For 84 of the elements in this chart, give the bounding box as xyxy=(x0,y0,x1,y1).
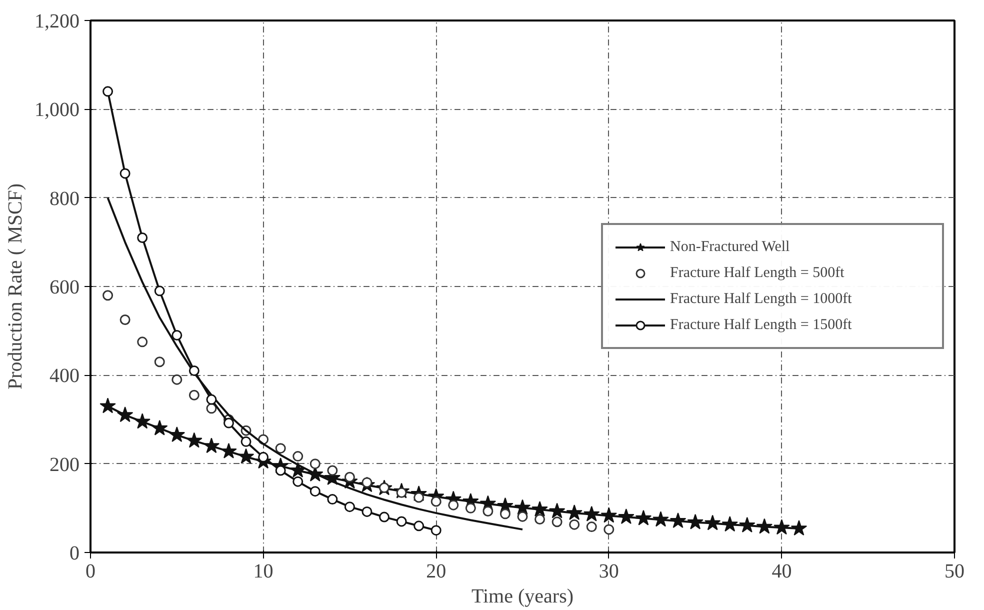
point xyxy=(790,520,808,536)
x-tick-label: 20 xyxy=(426,560,446,582)
point xyxy=(172,374,182,385)
point xyxy=(396,516,407,527)
point xyxy=(532,500,548,516)
point xyxy=(600,507,618,523)
y-tick-label: 0 xyxy=(70,542,80,564)
point xyxy=(206,394,217,405)
point xyxy=(604,524,614,535)
point xyxy=(292,476,304,487)
point xyxy=(137,336,148,348)
y-tick-label: 1,200 xyxy=(34,10,80,32)
legend-label: Non-Fractured Well xyxy=(670,238,791,256)
point xyxy=(186,432,202,448)
point xyxy=(756,518,773,534)
point xyxy=(687,514,704,530)
point xyxy=(275,443,286,454)
point xyxy=(774,519,790,535)
point xyxy=(414,520,424,532)
point xyxy=(566,504,582,520)
point xyxy=(618,508,634,524)
x-tick-label: 0 xyxy=(86,560,96,582)
point xyxy=(344,472,355,482)
x-tick-label: 50 xyxy=(944,560,964,582)
point xyxy=(584,506,600,522)
point xyxy=(448,500,459,510)
point xyxy=(120,314,130,325)
point xyxy=(188,365,200,376)
point xyxy=(652,511,669,527)
point xyxy=(203,438,220,454)
x-tick-label: 30 xyxy=(598,560,619,582)
point xyxy=(223,418,234,428)
point xyxy=(168,426,186,442)
point xyxy=(635,510,652,526)
point xyxy=(534,514,546,524)
point xyxy=(102,290,114,301)
point xyxy=(116,406,134,422)
point xyxy=(465,502,476,514)
point xyxy=(327,494,338,505)
point xyxy=(152,420,168,436)
point xyxy=(586,522,597,532)
point xyxy=(552,516,562,528)
point xyxy=(327,465,338,476)
point xyxy=(344,502,355,512)
point xyxy=(154,356,165,368)
point xyxy=(569,519,580,530)
point xyxy=(134,413,150,429)
point xyxy=(704,514,721,530)
point xyxy=(240,436,252,447)
point xyxy=(292,451,304,462)
point xyxy=(172,330,182,341)
point xyxy=(238,448,254,464)
point xyxy=(310,458,320,470)
point xyxy=(482,506,494,517)
point xyxy=(362,506,372,517)
y-tick-label: 600 xyxy=(50,276,80,298)
point xyxy=(739,516,756,532)
y-tick-label: 400 xyxy=(50,365,80,388)
y-tick-label: 800 xyxy=(50,188,80,210)
y-tick-label: 200 xyxy=(50,454,80,476)
point xyxy=(154,286,165,296)
point xyxy=(379,512,390,522)
point xyxy=(100,398,116,414)
x-tick-label: 10 xyxy=(253,560,274,582)
point xyxy=(670,512,686,528)
point xyxy=(137,232,148,243)
y-axis-title: Production Rate ( MSCF) xyxy=(4,183,26,390)
point xyxy=(258,452,269,462)
x-tick-label: 40 xyxy=(772,560,792,582)
point xyxy=(722,516,738,532)
legend-label: Fracture Half Length = 1000ft xyxy=(670,290,853,308)
point xyxy=(548,502,566,518)
point xyxy=(120,168,130,179)
point xyxy=(430,525,442,536)
point xyxy=(188,390,200,400)
point xyxy=(220,442,237,458)
legend-label: Fracture Half Length = 1500ft xyxy=(670,316,853,334)
point xyxy=(310,486,320,497)
point xyxy=(500,508,510,520)
y-tick-label: 1,000 xyxy=(34,99,80,122)
point xyxy=(102,86,114,97)
legend-label: Fracture Half Length = 500ft xyxy=(670,264,846,282)
x-axis-title: Time (years) xyxy=(471,586,574,608)
point xyxy=(517,511,528,522)
